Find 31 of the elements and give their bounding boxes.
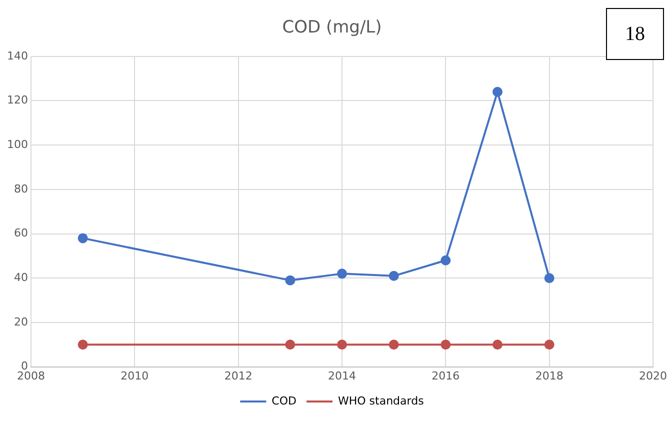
point [492, 86, 502, 97]
point [544, 273, 554, 284]
point [78, 340, 88, 350]
y-tick-label: 100 [6, 138, 28, 151]
legend-label: WHO standards [338, 394, 424, 408]
chart-title: COD (mg/L) [282, 18, 382, 38]
x-tick-label: 2018 [535, 369, 564, 382]
x-tick-label: 2012 [224, 369, 252, 382]
y-tick-label: 140 [6, 49, 28, 62]
text: 18 [606, 8, 664, 60]
point [337, 340, 347, 350]
x-tick-label: 2010 [120, 369, 149, 382]
point [388, 270, 399, 281]
x-tick-label: 2016 [432, 369, 460, 382]
point [78, 233, 88, 244]
point [440, 340, 451, 350]
y-tick-label: 40 [14, 270, 28, 284]
x-tick-label: 2020 [639, 369, 668, 382]
point [492, 340, 502, 350]
point [285, 340, 296, 350]
point [285, 275, 296, 286]
y-tick-label: 120 [6, 94, 28, 107]
y-tick-label: 20 [14, 315, 28, 328]
point [544, 340, 554, 350]
x-tick-label: 2014 [328, 369, 356, 382]
y-tick-label: 60 [14, 226, 28, 240]
legend-label: COD [272, 394, 296, 408]
point [388, 340, 399, 350]
point [440, 255, 451, 266]
point [337, 268, 347, 279]
y-tick-label: 80 [14, 182, 28, 196]
